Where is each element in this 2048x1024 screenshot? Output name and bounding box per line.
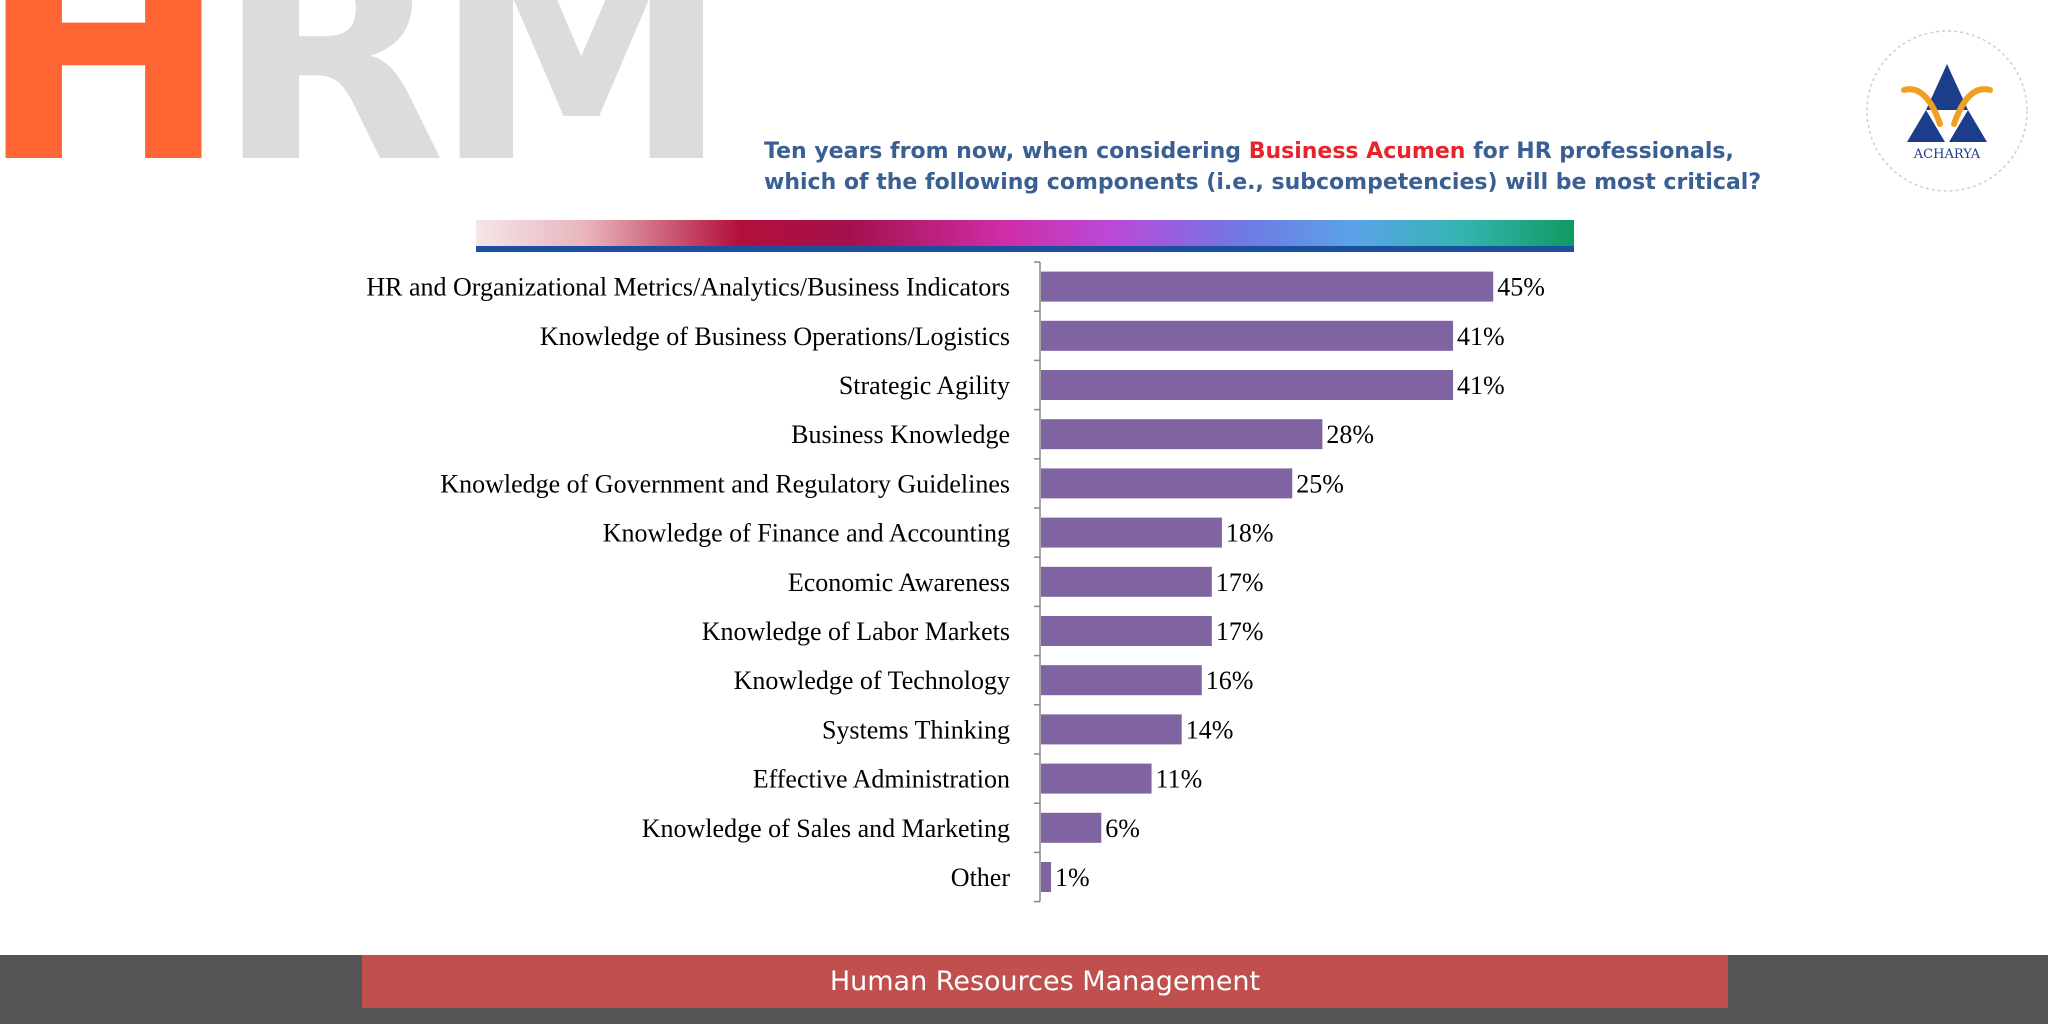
title-line1-post: for HR professionals, bbox=[1465, 139, 1734, 164]
data-label: 16% bbox=[1206, 666, 1254, 695]
title-line1-pre: Ten years from now, when considering bbox=[764, 139, 1249, 164]
logo-peak-icon bbox=[1926, 64, 1968, 110]
data-label: 18% bbox=[1226, 519, 1274, 548]
bar bbox=[1041, 517, 1222, 548]
logo-ring bbox=[1866, 30, 2028, 192]
category-label: HR and Organizational Metrics/Analytics/… bbox=[366, 273, 1010, 302]
bar bbox=[1041, 812, 1102, 843]
data-label: 14% bbox=[1186, 715, 1234, 744]
title-line2: which of the following components (i.e.,… bbox=[764, 170, 1762, 195]
footer: Human Resources Management bbox=[362, 955, 1728, 1008]
bar bbox=[1041, 419, 1323, 450]
bar bbox=[1041, 714, 1182, 745]
category-label: Knowledge of Labor Markets bbox=[702, 617, 1010, 646]
title-highlight: Business Acumen bbox=[1248, 139, 1466, 164]
bar bbox=[1041, 763, 1152, 794]
logo-swoosh-right-icon bbox=[1951, 86, 1993, 127]
hrm-logo: HRM bbox=[0, 0, 731, 205]
data-label: 28% bbox=[1326, 420, 1374, 449]
data-label: 17% bbox=[1216, 617, 1264, 646]
category-label: Systems Thinking bbox=[822, 715, 1010, 744]
bar bbox=[1041, 271, 1494, 302]
data-label: 6% bbox=[1105, 814, 1140, 843]
bar bbox=[1041, 616, 1212, 646]
category-label: Other bbox=[951, 863, 1011, 892]
header-banner bbox=[476, 220, 1574, 246]
category-label: Knowledge of Finance and Accounting bbox=[603, 519, 1010, 548]
logo-text: ACHARYA bbox=[1913, 147, 1981, 162]
hrm-logo-h: H bbox=[0, 0, 229, 229]
logo-right-peak-icon bbox=[1949, 110, 1987, 142]
data-label: 25% bbox=[1296, 469, 1344, 498]
bar bbox=[1041, 862, 1052, 892]
data-label: 45% bbox=[1497, 273, 1545, 302]
category-label: Knowledge of Technology bbox=[734, 666, 1010, 695]
data-label: 11% bbox=[1156, 765, 1203, 794]
category-label: Strategic Agility bbox=[839, 371, 1010, 400]
logo-left-peak-icon bbox=[1907, 110, 1945, 142]
category-label: Knowledge of Government and Regulatory G… bbox=[440, 469, 1010, 498]
bar bbox=[1041, 320, 1454, 351]
bar bbox=[1041, 468, 1293, 499]
category-label: Economic Awareness bbox=[788, 568, 1010, 597]
category-label: Knowledge of Sales and Marketing bbox=[642, 814, 1010, 843]
bar bbox=[1041, 370, 1454, 400]
data-label: 1% bbox=[1055, 863, 1090, 892]
data-label: 41% bbox=[1457, 371, 1505, 400]
header-banner-line bbox=[476, 246, 1574, 252]
category-label: Knowledge of Business Operations/Logisti… bbox=[540, 322, 1010, 351]
category-label: Business Knowledge bbox=[791, 420, 1010, 449]
footer-text: Human Resources Management bbox=[829, 966, 1261, 997]
category-label: Effective Administration bbox=[753, 765, 1010, 794]
data-label: 41% bbox=[1457, 322, 1505, 351]
data-label: 17% bbox=[1216, 568, 1264, 597]
chart-title: Ten years from now, when considering Bus… bbox=[764, 136, 1764, 198]
hrm-logo-rm: RM bbox=[215, 0, 731, 229]
bar bbox=[1041, 566, 1212, 597]
bar bbox=[1041, 665, 1202, 696]
logo-swoosh-left-icon bbox=[1901, 86, 1943, 127]
acharya-logo: ACHARYA bbox=[1866, 30, 2028, 192]
